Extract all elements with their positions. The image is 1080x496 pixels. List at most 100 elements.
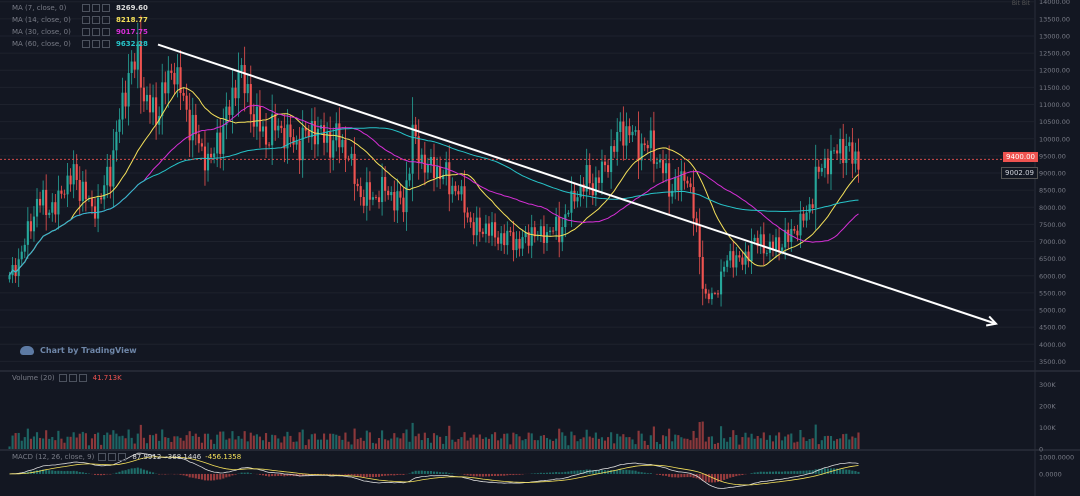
volume-bar [658, 444, 662, 449]
candle-body [51, 202, 54, 213]
macd-histogram-bar [426, 471, 429, 474]
volume-bar [839, 438, 842, 449]
volume-bar [423, 432, 426, 449]
macd-histogram-bar [264, 473, 268, 476]
volume-bar [338, 435, 341, 449]
macd-histogram-bar [646, 473, 649, 474]
volume-bar [573, 435, 576, 449]
macd-legend[interactable]: MACD (12, 26, close, 9) 87.9912 -368.144… [12, 453, 241, 461]
macd-histogram-bar [197, 473, 200, 480]
volume-bar [130, 437, 133, 449]
volume-bar [78, 433, 81, 449]
gear-icon[interactable] [108, 453, 117, 461]
trendline[interactable] [157, 43, 998, 327]
candle-body [521, 237, 524, 249]
candle-body [393, 191, 396, 211]
macd-histogram-bar [793, 471, 796, 474]
volume-bar [857, 432, 860, 449]
candle-body [57, 190, 60, 215]
volume-bar [750, 433, 753, 449]
macd-histogram-bar [729, 473, 732, 478]
eye-icon[interactable] [58, 374, 67, 382]
volume-bar [558, 428, 561, 449]
candle-body [686, 180, 689, 184]
eye-icon[interactable] [82, 4, 90, 12]
candle-body [597, 177, 600, 183]
volume-bar [206, 433, 210, 449]
macd-histogram-bar [707, 473, 710, 483]
candle-body [142, 87, 145, 102]
legend-ma60[interactable]: MA (60, close, 0) 9632.28 [12, 38, 148, 50]
legend-ma7[interactable]: MA (7, close, 0) 8269.60 [12, 2, 148, 14]
macd-histogram-bar [42, 469, 45, 474]
legend-ma14[interactable]: MA (14, close, 0) 8218.77 [12, 14, 148, 26]
macd-histogram-bar [512, 473, 515, 476]
macd-histogram-bar [710, 473, 713, 483]
close-icon[interactable] [78, 374, 87, 382]
volume-bar [133, 443, 136, 449]
candle-body [384, 176, 387, 191]
macd-histogram-bar [796, 471, 799, 474]
volume-bar [280, 442, 283, 449]
price-tick-label: 12000.00 [1039, 67, 1070, 75]
macd-histogram-bar [97, 473, 100, 476]
candle-body [310, 121, 313, 138]
macd-histogram-bar [261, 473, 265, 476]
candle-body [826, 158, 830, 175]
candle-body [332, 140, 335, 158]
volume-bar [304, 445, 307, 449]
volume-bar [63, 442, 66, 449]
close-icon[interactable] [102, 16, 110, 24]
volume-bar [234, 439, 237, 449]
volume-bar [274, 435, 277, 449]
gear-icon[interactable] [92, 16, 100, 24]
macd-histogram-bar [661, 473, 665, 476]
candle-body [29, 221, 32, 232]
candle-body [768, 241, 771, 253]
volume-bar [429, 442, 433, 449]
candle-body [103, 185, 106, 200]
volume-bar [487, 438, 491, 449]
eye-icon[interactable] [82, 16, 90, 24]
line-price-tag: 9002.09 [1001, 167, 1038, 179]
close-icon[interactable] [102, 28, 110, 36]
legend-ma30[interactable]: MA (30, close, 0) 9017.75 [12, 26, 148, 38]
tradingview-badge[interactable]: Chart by TradingView [20, 346, 137, 355]
volume-bar [313, 433, 316, 449]
eye-icon[interactable] [82, 40, 90, 48]
volume-bar [616, 433, 619, 449]
close-icon[interactable] [102, 4, 110, 12]
close-icon[interactable] [118, 453, 127, 461]
candle-body [857, 151, 860, 170]
volume-bar [585, 429, 588, 449]
candle-body [54, 202, 57, 215]
volume-bar [463, 432, 466, 449]
volume-bar [362, 440, 365, 449]
volume-legend[interactable]: Volume (20) 41.713K [12, 374, 122, 382]
gear-icon[interactable] [92, 28, 100, 36]
macd-histogram-bar [139, 468, 142, 474]
candle-body [817, 166, 820, 172]
volume-bar [646, 444, 649, 449]
close-icon[interactable] [102, 40, 110, 48]
price-axis[interactable]: 3500.00 4000.00 4500.00 5000.00 5500.00 6000.… [1039, 0, 1074, 478]
macd-histogram-bar [558, 472, 561, 474]
candle-body [689, 183, 692, 188]
eye-icon[interactable] [82, 28, 90, 36]
candle-body [490, 222, 494, 236]
gear-icon[interactable] [92, 4, 100, 12]
macd-histogram-bar [854, 471, 857, 474]
volume-bar [625, 437, 628, 449]
volume-bar [368, 432, 371, 449]
gear-icon[interactable] [68, 374, 77, 382]
eye-icon[interactable] [98, 453, 107, 461]
candle-body [20, 251, 23, 260]
volume-bar [832, 440, 836, 449]
gear-icon[interactable] [92, 40, 100, 48]
volume-bar [194, 433, 197, 449]
candle-body [42, 189, 45, 206]
candle-body [637, 130, 640, 161]
volume-bar [823, 436, 826, 449]
volume-bar [643, 440, 646, 449]
